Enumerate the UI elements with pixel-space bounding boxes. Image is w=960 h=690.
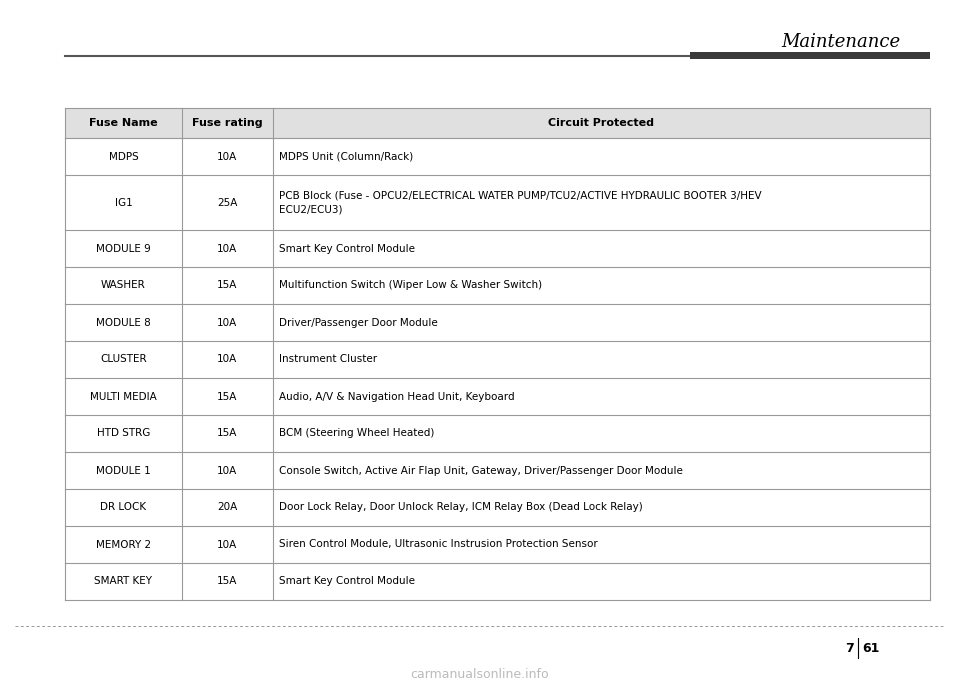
Text: CLUSTER: CLUSTER — [100, 355, 147, 364]
Text: carmanualsonline.info: carmanualsonline.info — [411, 669, 549, 682]
Text: MDPS: MDPS — [108, 152, 138, 161]
Text: MODULE 9: MODULE 9 — [96, 244, 151, 253]
Text: ECU2/ECU3): ECU2/ECU3) — [278, 204, 342, 214]
Bar — [690, 52, 930, 59]
Text: MDPS Unit (Column/Rack): MDPS Unit (Column/Rack) — [278, 152, 413, 161]
Text: BCM (Steering Wheel Heated): BCM (Steering Wheel Heated) — [278, 428, 434, 439]
Text: Smart Key Control Module: Smart Key Control Module — [278, 577, 415, 586]
Text: HTD STRG: HTD STRG — [97, 428, 150, 439]
Text: 10A: 10A — [217, 317, 237, 328]
Text: MEMORY 2: MEMORY 2 — [96, 540, 151, 549]
Text: 10A: 10A — [217, 540, 237, 549]
Text: Door Lock Relay, Door Unlock Relay, ICM Relay Box (Dead Lock Relay): Door Lock Relay, Door Unlock Relay, ICM … — [278, 502, 642, 513]
Text: Driver/Passenger Door Module: Driver/Passenger Door Module — [278, 317, 438, 328]
Text: Fuse Name: Fuse Name — [89, 118, 157, 128]
Text: Maintenance: Maintenance — [780, 33, 900, 51]
Text: 15A: 15A — [217, 577, 237, 586]
Text: 10A: 10A — [217, 355, 237, 364]
Text: Console Switch, Active Air Flap Unit, Gateway, Driver/Passenger Door Module: Console Switch, Active Air Flap Unit, Ga… — [278, 466, 683, 475]
Text: Multifunction Switch (Wiper Low & Washer Switch): Multifunction Switch (Wiper Low & Washer… — [278, 281, 541, 290]
Text: IG1: IG1 — [114, 197, 132, 208]
Text: MODULE 8: MODULE 8 — [96, 317, 151, 328]
Text: 20A: 20A — [217, 502, 237, 513]
Text: 10A: 10A — [217, 152, 237, 161]
Text: 25A: 25A — [217, 197, 237, 208]
Text: MODULE 1: MODULE 1 — [96, 466, 151, 475]
Text: 15A: 15A — [217, 391, 237, 402]
Text: 7: 7 — [845, 642, 854, 655]
Text: PCB Block (Fuse - OPCU2/ELECTRICAL WATER PUMP/TCU2/ACTIVE HYDRAULIC BOOTER 3/HEV: PCB Block (Fuse - OPCU2/ELECTRICAL WATER… — [278, 191, 761, 201]
Text: 10A: 10A — [217, 244, 237, 253]
Text: SMART KEY: SMART KEY — [94, 577, 153, 586]
Text: DR LOCK: DR LOCK — [101, 502, 147, 513]
Text: Audio, A/V & Navigation Head Unit, Keyboard: Audio, A/V & Navigation Head Unit, Keybo… — [278, 391, 515, 402]
Text: Fuse rating: Fuse rating — [192, 118, 262, 128]
Text: 61: 61 — [862, 642, 879, 655]
Text: Smart Key Control Module: Smart Key Control Module — [278, 244, 415, 253]
Text: Instrument Cluster: Instrument Cluster — [278, 355, 376, 364]
Text: Siren Control Module, Ultrasonic Instrusion Protection Sensor: Siren Control Module, Ultrasonic Instrus… — [278, 540, 597, 549]
Text: MULTI MEDIA: MULTI MEDIA — [90, 391, 156, 402]
Text: 15A: 15A — [217, 428, 237, 439]
Bar — [65, 108, 930, 138]
Text: Circuit Protected: Circuit Protected — [548, 118, 655, 128]
Text: 15A: 15A — [217, 281, 237, 290]
Text: 10A: 10A — [217, 466, 237, 475]
Text: WASHER: WASHER — [101, 281, 146, 290]
